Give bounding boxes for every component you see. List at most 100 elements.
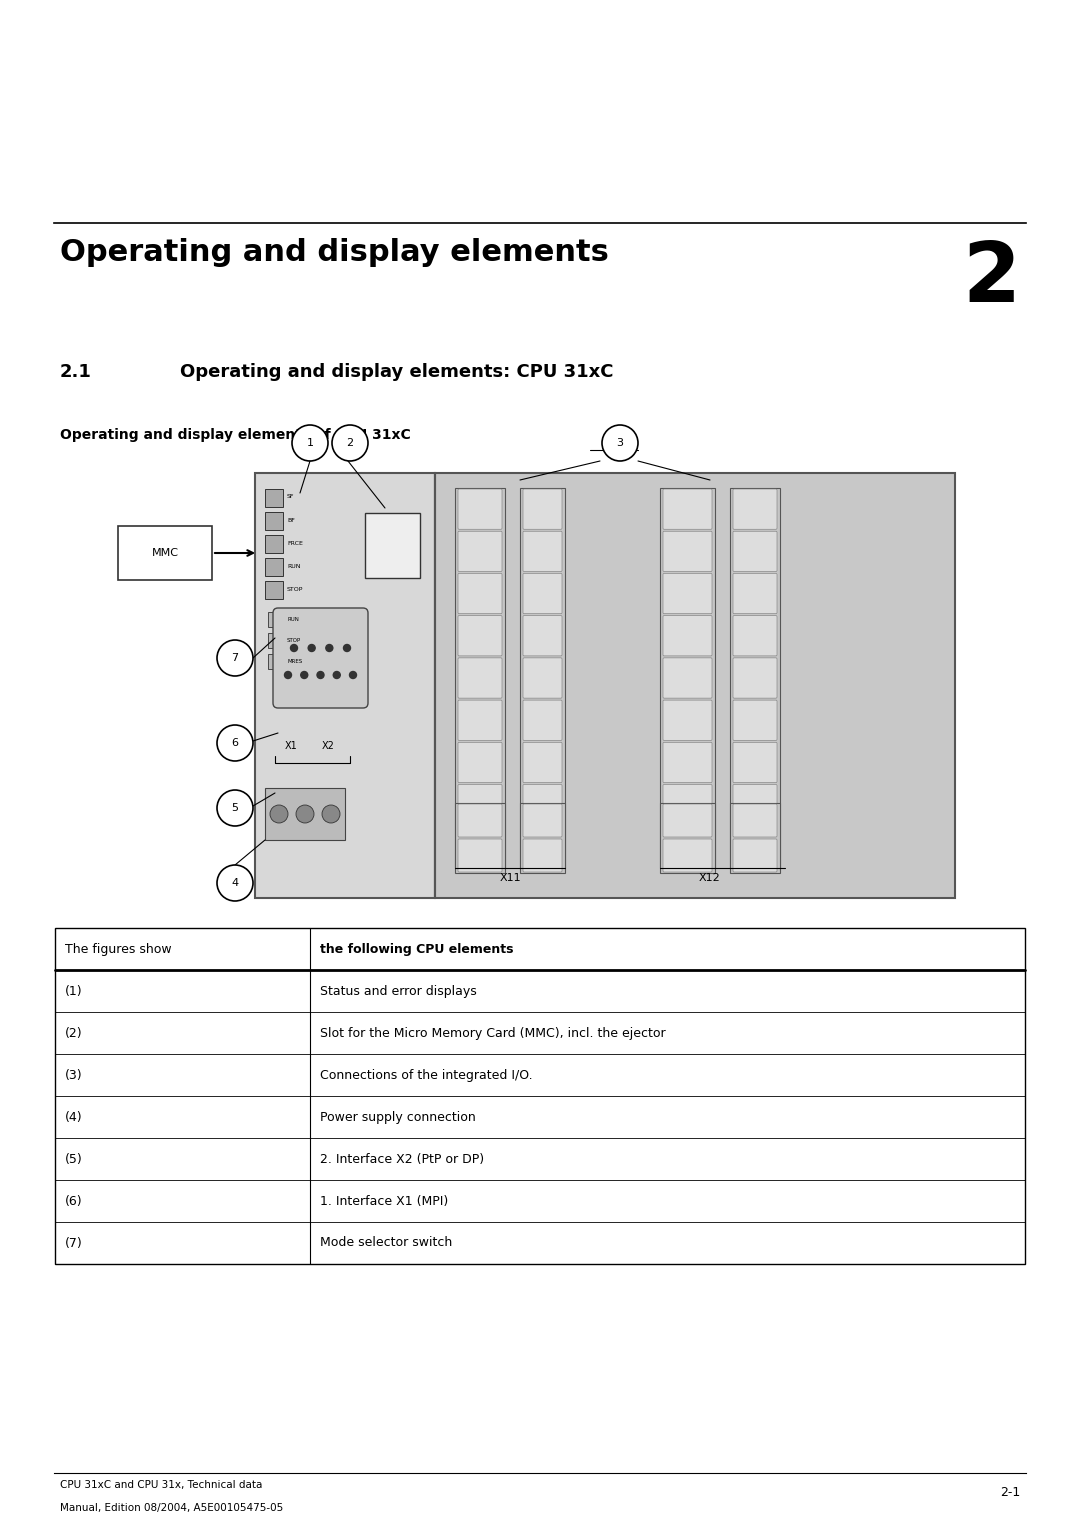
FancyBboxPatch shape	[458, 573, 502, 614]
Text: BF: BF	[287, 518, 295, 523]
Text: (1): (1)	[65, 984, 83, 998]
Text: 2. Interface X2 (PtP or DP): 2. Interface X2 (PtP or DP)	[320, 1152, 484, 1166]
Circle shape	[291, 645, 297, 651]
FancyBboxPatch shape	[660, 804, 715, 872]
Text: FRCE: FRCE	[287, 541, 302, 545]
Circle shape	[217, 865, 253, 902]
Text: (6): (6)	[65, 1195, 83, 1207]
Text: 3: 3	[617, 439, 623, 448]
FancyBboxPatch shape	[730, 804, 780, 872]
FancyBboxPatch shape	[663, 573, 712, 614]
Bar	[265, 489, 283, 507]
Text: STOP: STOP	[287, 637, 301, 642]
FancyBboxPatch shape	[733, 616, 777, 656]
FancyBboxPatch shape	[663, 659, 712, 698]
FancyBboxPatch shape	[733, 827, 777, 866]
Circle shape	[308, 645, 315, 651]
Circle shape	[318, 671, 324, 678]
FancyBboxPatch shape	[458, 700, 502, 741]
FancyBboxPatch shape	[458, 839, 502, 872]
FancyBboxPatch shape	[523, 827, 562, 866]
Text: 2.1: 2.1	[60, 364, 92, 380]
Text: Operating and display elements: Operating and display elements	[60, 238, 609, 267]
Text: (3): (3)	[65, 1068, 83, 1082]
FancyBboxPatch shape	[265, 788, 345, 840]
Text: 7: 7	[231, 652, 239, 663]
FancyBboxPatch shape	[733, 573, 777, 614]
FancyBboxPatch shape	[733, 532, 777, 571]
Text: X12: X12	[699, 872, 720, 883]
FancyBboxPatch shape	[365, 513, 420, 578]
Text: Manual, Edition 08/2004, A5E00105475-05: Manual, Edition 08/2004, A5E00105475-05	[60, 1504, 283, 1513]
FancyBboxPatch shape	[733, 804, 777, 837]
Circle shape	[284, 671, 292, 678]
Circle shape	[217, 640, 253, 675]
FancyBboxPatch shape	[733, 784, 777, 825]
Circle shape	[343, 645, 351, 651]
FancyBboxPatch shape	[663, 827, 712, 866]
FancyBboxPatch shape	[733, 659, 777, 698]
Circle shape	[322, 805, 340, 824]
FancyBboxPatch shape	[663, 700, 712, 741]
Text: Power supply connection: Power supply connection	[320, 1111, 476, 1123]
Circle shape	[217, 724, 253, 761]
FancyBboxPatch shape	[458, 489, 502, 529]
Text: 6: 6	[231, 738, 239, 749]
FancyBboxPatch shape	[523, 743, 562, 782]
Text: X11: X11	[499, 872, 521, 883]
Circle shape	[270, 805, 288, 824]
Text: Operating and display elements: CPU 31xC: Operating and display elements: CPU 31xC	[180, 364, 613, 380]
FancyBboxPatch shape	[458, 532, 502, 571]
FancyBboxPatch shape	[118, 526, 212, 581]
FancyBboxPatch shape	[523, 839, 562, 872]
Circle shape	[300, 671, 308, 678]
Circle shape	[292, 425, 328, 461]
FancyBboxPatch shape	[733, 839, 777, 872]
Text: 2-1: 2-1	[1000, 1487, 1020, 1499]
Bar	[268, 654, 283, 669]
FancyBboxPatch shape	[663, 804, 712, 837]
Bar	[268, 633, 283, 648]
FancyBboxPatch shape	[255, 474, 435, 898]
Circle shape	[332, 425, 368, 461]
Text: Operating and display elements of CPU 31xC: Operating and display elements of CPU 31…	[60, 428, 410, 442]
FancyBboxPatch shape	[663, 784, 712, 825]
Text: RUN: RUN	[287, 564, 300, 568]
FancyBboxPatch shape	[523, 489, 562, 529]
FancyBboxPatch shape	[663, 743, 712, 782]
Text: 1: 1	[307, 439, 313, 448]
Circle shape	[296, 805, 314, 824]
Text: 4: 4	[231, 879, 239, 888]
FancyBboxPatch shape	[663, 489, 712, 529]
Text: X1: X1	[285, 741, 298, 750]
FancyBboxPatch shape	[663, 532, 712, 571]
Text: X2: X2	[322, 741, 335, 750]
FancyBboxPatch shape	[733, 700, 777, 741]
FancyBboxPatch shape	[523, 700, 562, 741]
FancyBboxPatch shape	[733, 743, 777, 782]
Text: Slot for the Micro Memory Card (MMC), incl. the ejector: Slot for the Micro Memory Card (MMC), in…	[320, 1027, 665, 1039]
FancyBboxPatch shape	[523, 532, 562, 571]
FancyBboxPatch shape	[663, 839, 712, 872]
Text: STOP: STOP	[287, 587, 303, 591]
Circle shape	[350, 671, 356, 678]
FancyBboxPatch shape	[733, 489, 777, 529]
FancyBboxPatch shape	[458, 743, 502, 782]
Text: Mode selector switch: Mode selector switch	[320, 1236, 453, 1250]
Text: (7): (7)	[65, 1236, 83, 1250]
FancyBboxPatch shape	[523, 573, 562, 614]
Bar	[268, 613, 283, 626]
FancyBboxPatch shape	[458, 616, 502, 656]
FancyBboxPatch shape	[660, 487, 715, 868]
Circle shape	[602, 425, 638, 461]
Text: RUN: RUN	[287, 616, 299, 622]
Text: (4): (4)	[65, 1111, 83, 1123]
FancyBboxPatch shape	[458, 659, 502, 698]
Text: 2: 2	[347, 439, 353, 448]
FancyBboxPatch shape	[730, 487, 780, 868]
Bar	[265, 581, 283, 599]
FancyBboxPatch shape	[458, 784, 502, 825]
FancyBboxPatch shape	[455, 487, 505, 868]
Text: MMC: MMC	[151, 549, 178, 558]
Text: 1. Interface X1 (MPI): 1. Interface X1 (MPI)	[320, 1195, 448, 1207]
